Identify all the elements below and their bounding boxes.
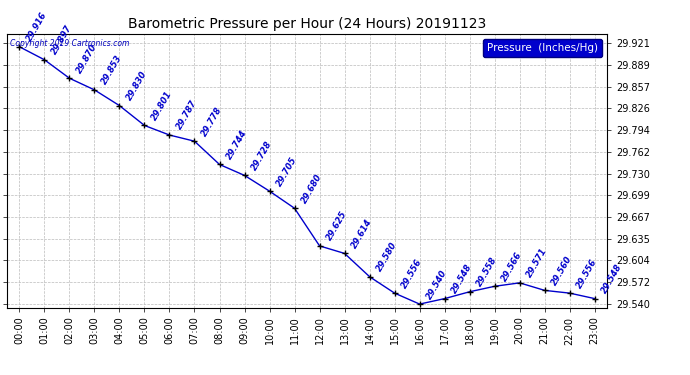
Text: 29.548: 29.548	[600, 262, 624, 295]
Legend: Pressure  (Inches/Hg): Pressure (Inches/Hg)	[483, 39, 602, 57]
Title: Barometric Pressure per Hour (24 Hours) 20191123: Barometric Pressure per Hour (24 Hours) …	[128, 17, 486, 31]
Text: 29.571: 29.571	[525, 247, 549, 279]
Text: 29.540: 29.540	[425, 268, 449, 300]
Text: 29.853: 29.853	[100, 54, 124, 86]
Text: 29.744: 29.744	[225, 128, 249, 161]
Text: 29.870: 29.870	[75, 42, 99, 75]
Text: 29.705: 29.705	[275, 155, 299, 188]
Text: 29.916: 29.916	[25, 10, 49, 43]
Text: 29.560: 29.560	[550, 254, 574, 287]
Text: 29.556: 29.556	[575, 257, 600, 290]
Text: 29.614: 29.614	[350, 217, 374, 250]
Text: 29.680: 29.680	[300, 172, 324, 205]
Text: 29.728: 29.728	[250, 139, 274, 172]
Text: 29.566: 29.566	[500, 250, 524, 283]
Text: 29.897: 29.897	[50, 24, 74, 56]
Text: 29.548: 29.548	[450, 262, 474, 295]
Text: Copyright 2019 Cartronics.com: Copyright 2019 Cartronics.com	[10, 39, 129, 48]
Text: 29.801: 29.801	[150, 89, 174, 122]
Text: 29.580: 29.580	[375, 240, 400, 273]
Text: 29.625: 29.625	[325, 210, 349, 242]
Text: 29.830: 29.830	[125, 69, 149, 102]
Text: 29.558: 29.558	[475, 255, 500, 288]
Text: 29.556: 29.556	[400, 257, 424, 290]
Text: 29.778: 29.778	[200, 105, 224, 138]
Text: 29.787: 29.787	[175, 99, 199, 132]
